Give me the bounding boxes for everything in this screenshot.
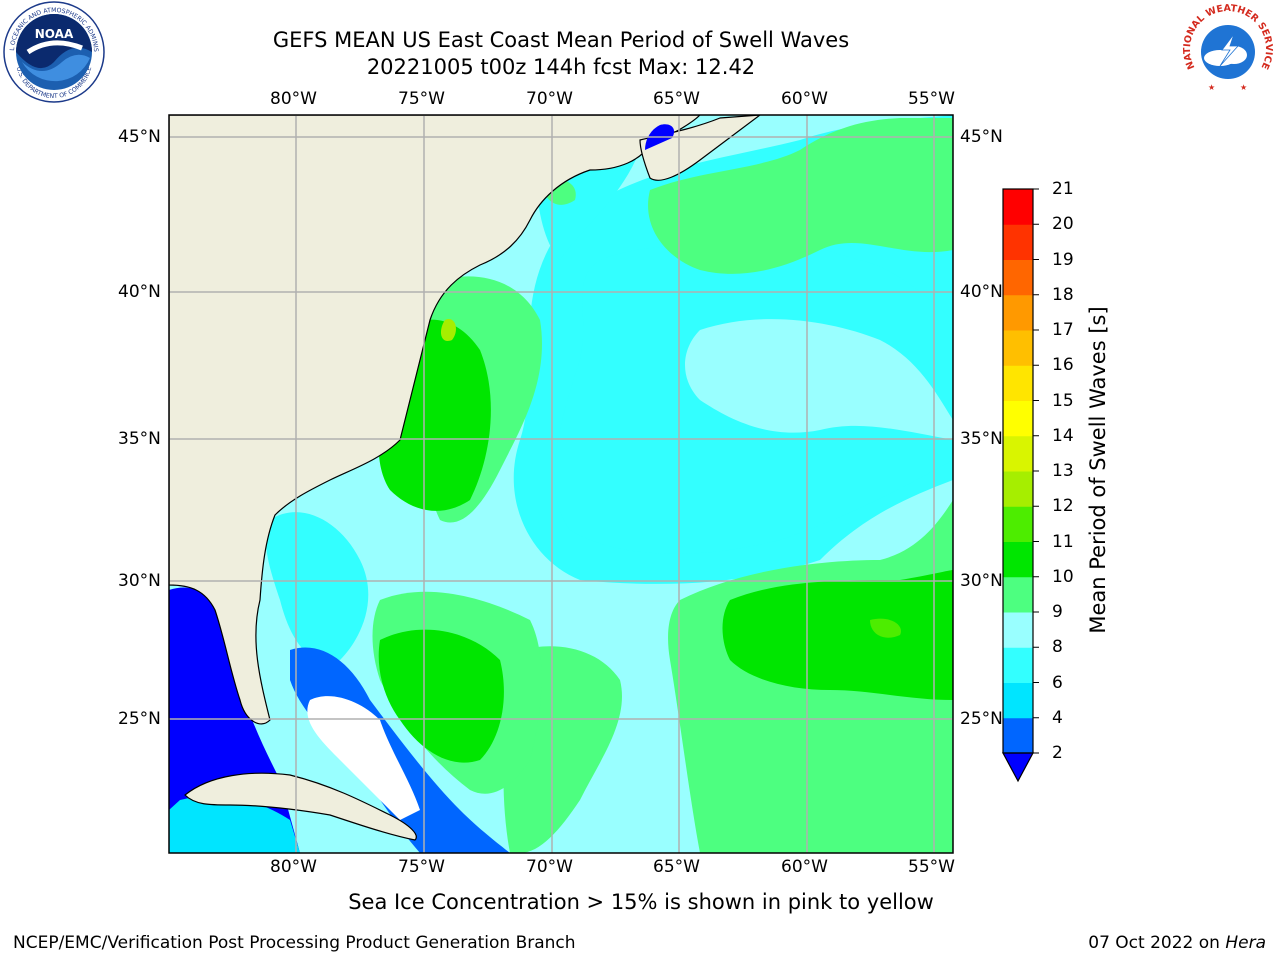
svg-text:★: ★ — [1208, 83, 1215, 92]
colorbar-segment — [1003, 400, 1033, 437]
colorbar-tick-label: 18 — [1052, 284, 1074, 305]
lat-label-right-25n: 25°N — [960, 709, 1003, 729]
lon-label-bottom-75w: 75°W — [398, 857, 445, 877]
lon-label-bottom-55w: 55°W — [908, 857, 955, 877]
colorbar — [1001, 188, 1039, 783]
colorbar-tick-label: 10 — [1052, 566, 1074, 587]
lon-label-bottom-60w: 60°W — [781, 857, 828, 877]
lat-label-left-25n: 25°N — [118, 709, 161, 729]
colorbar-segment — [1003, 471, 1033, 507]
noaa-logo: NATIONAL OCEANIC AND ATMOSPHERIC ADMINIS… — [2, 0, 105, 103]
lon-label-top-75w: 75°W — [398, 89, 445, 109]
colorbar-tick-label: 16 — [1052, 355, 1074, 376]
colorbar-extend-min — [1001, 752, 1035, 783]
colorbar-tick-label: 15 — [1052, 390, 1074, 411]
colorbar-tick-label: 4 — [1052, 707, 1063, 728]
colorbar-tick-label: 19 — [1052, 249, 1074, 270]
colorbar-segment — [1003, 330, 1033, 366]
lon-label-top-70w: 70°W — [526, 89, 573, 109]
colorbar-tick-label: 6 — [1052, 672, 1063, 693]
footer-credit: NCEP/EMC/Verification Post Processing Pr… — [13, 933, 576, 953]
svg-text:★: ★ — [1240, 83, 1247, 92]
colorbar-tick-label: 20 — [1052, 214, 1074, 235]
lon-label-top-55w: 55°W — [908, 89, 955, 109]
lon-label-bottom-80w: 80°W — [270, 857, 317, 877]
colorbar-tick-label: 12 — [1052, 496, 1074, 517]
colorbar-tick-label: 9 — [1052, 602, 1063, 622]
colorbar-tick-label: 2 — [1052, 743, 1063, 763]
colorbar-segment — [1003, 717, 1033, 754]
lon-label-bottom-65w: 65°W — [653, 857, 700, 877]
colorbar-tick-label: 13 — [1052, 461, 1074, 481]
lon-label-top-65w: 65°W — [653, 89, 700, 109]
colorbar-segment — [1003, 576, 1033, 613]
colorbar-segment — [1003, 294, 1033, 331]
lon-label-top-60w: 60°W — [781, 89, 828, 109]
noaa-logo-text: NOAA — [35, 27, 74, 41]
colorbar-segment — [1003, 435, 1033, 472]
map-field — [169, 115, 953, 853]
colorbar-segment — [1003, 612, 1033, 648]
lat-label-left-40n: 40°N — [118, 282, 161, 302]
chart-subtitle-forecast: 20221005 t00z 144h fcst Max: 12.42 — [366, 55, 756, 79]
lat-label-right-45n: 45°N — [960, 127, 1003, 147]
colorbar-segment — [1003, 682, 1033, 719]
colorbar-tick-label: 8 — [1052, 637, 1063, 658]
lat-label-right-40n: 40°N — [960, 282, 1003, 302]
colorbar-segment — [1003, 647, 1033, 683]
colorbar-segment — [1003, 365, 1033, 401]
colorbar-tick-label: 14 — [1052, 425, 1074, 446]
colorbar-segment — [1003, 224, 1033, 260]
footer-date-text: 07 Oct 2022 on — [1088, 933, 1226, 953]
colorbar-tick-label: 21 — [1052, 179, 1074, 199]
footer-date: 07 Oct 2022 on Hera — [1088, 933, 1266, 953]
colorbar-tick-label: 17 — [1052, 320, 1074, 340]
chart-title: GEFS MEAN US East Coast Mean Period of S… — [272, 28, 850, 52]
lat-label-left-45n: 45°N — [118, 127, 161, 147]
colorbar-segment — [1003, 541, 1033, 578]
nws-logo: NATIONAL WEATHER SERVICE ★ ★ — [1180, 2, 1276, 98]
footer-machine: Hera — [1225, 933, 1266, 953]
lat-label-right-30n: 30°N — [960, 571, 1003, 591]
colorbar-title: Mean Period of Swell Waves [s] — [1086, 306, 1110, 634]
lat-label-left-30n: 30°N — [118, 571, 161, 591]
colorbar-segment — [1003, 259, 1033, 296]
lat-label-right-35n: 35°N — [960, 429, 1003, 449]
sea-ice-note: Sea Ice Concentration > 15% is shown in … — [348, 890, 934, 914]
lon-label-bottom-70w: 70°W — [526, 857, 573, 877]
colorbar-segment — [1003, 189, 1033, 225]
colorbar-tick-label: 11 — [1052, 531, 1074, 552]
colorbar-segment — [1003, 506, 1033, 542]
lon-label-top-80w: 80°W — [270, 89, 317, 109]
map-border — [168, 114, 954, 854]
lat-label-left-35n: 35°N — [118, 429, 161, 449]
